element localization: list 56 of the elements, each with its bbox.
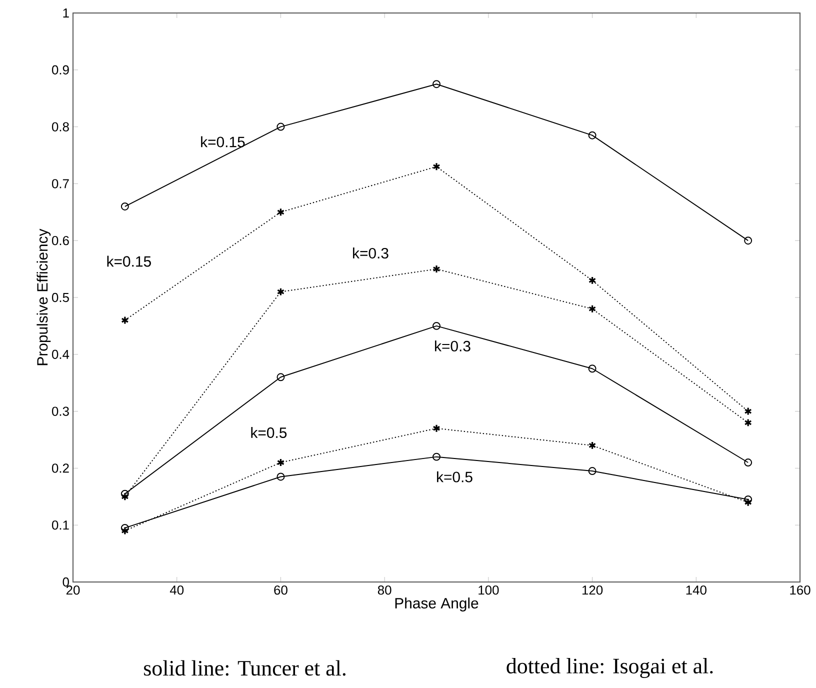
- point: [432, 162, 440, 171]
- point: [432, 452, 440, 461]
- point: [588, 441, 596, 450]
- series-label: k=0.5: [251, 427, 287, 438]
- point: [276, 373, 285, 382]
- point: [276, 472, 285, 481]
- series-label: k=0.5: [437, 471, 472, 482]
- y-tick-label: 0.7: [52, 179, 69, 188]
- y-tick-label: 0: [62, 577, 69, 587]
- point: [432, 424, 440, 433]
- point: [588, 364, 596, 373]
- point: [744, 458, 752, 466]
- text: dotted line: Isogai et al.: [506, 658, 713, 678]
- point: [276, 458, 285, 467]
- y-axis-title: Propulsive Efficiency: [36, 228, 51, 366]
- x-axis-title: Phase Angle: [395, 598, 478, 612]
- x-tick-label: 140: [686, 586, 706, 595]
- series-label: k=0.3: [435, 340, 470, 352]
- y-tick-label: 1: [63, 8, 69, 18]
- y-tick-label: 0.6: [52, 236, 69, 246]
- point: [744, 418, 752, 427]
- x-tick-label: 160: [790, 586, 810, 595]
- x-tick-label: 60: [274, 586, 288, 595]
- point: [588, 467, 596, 476]
- x-tick-label: 120: [582, 586, 603, 595]
- point: [588, 276, 596, 285]
- y-tick-label: 0.1: [52, 520, 69, 530]
- y-tick-label: 0.5: [52, 292, 69, 302]
- y-tick-label: 0.3: [52, 406, 69, 416]
- series-label: k=0.15: [107, 256, 151, 267]
- point: [121, 316, 129, 325]
- y-tick-label: 0.4: [52, 350, 70, 359]
- point: [432, 322, 440, 330]
- y-tick-label: 0.2: [52, 464, 69, 473]
- point: [744, 496, 752, 504]
- series-label: k=0.3: [353, 248, 388, 259]
- point: [588, 304, 596, 314]
- point: [744, 407, 752, 416]
- point: [120, 490, 129, 498]
- point: [120, 202, 129, 210]
- x-tick-label: 100: [478, 586, 499, 595]
- x-tick-label: 40: [170, 586, 184, 595]
- point: [120, 524, 129, 532]
- series-label: k=0.15: [201, 136, 245, 148]
- y-tick-label: 0.8: [52, 122, 69, 132]
- point: [744, 236, 752, 245]
- point: [432, 264, 440, 274]
- point: [276, 208, 285, 216]
- text: solid line: Tuncer et al.: [144, 660, 346, 676]
- x-tick-label: 20: [66, 586, 80, 595]
- y-tick-label: 0.9: [52, 65, 69, 74]
- point: [276, 122, 285, 131]
- x-tick-label: 80: [378, 586, 392, 595]
- point: [432, 80, 440, 88]
- point: [276, 288, 285, 296]
- point: [588, 131, 596, 140]
